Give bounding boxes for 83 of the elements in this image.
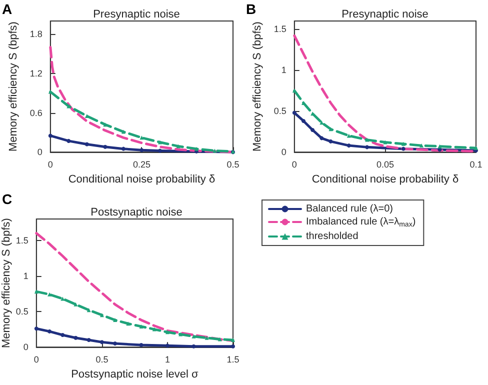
y-axis-title: Memory efficiency S (bpfs) xyxy=(0,218,12,348)
point xyxy=(60,333,65,337)
point xyxy=(310,128,315,132)
point xyxy=(158,140,162,144)
chart-title: Postsynaptic noise xyxy=(90,206,182,218)
x-tick-label: 0.25 xyxy=(132,160,150,170)
point xyxy=(103,144,108,149)
point xyxy=(66,138,71,143)
point xyxy=(346,144,351,148)
y-tick-label: 0 xyxy=(23,342,28,352)
legend-label: thresholded xyxy=(306,231,358,242)
x-tick-label: 1.5 xyxy=(226,354,240,365)
point xyxy=(192,334,196,338)
y-tick-label: 1.2 xyxy=(30,68,42,78)
point xyxy=(438,144,442,148)
x-axis-title: Postsynaptic noise level σ xyxy=(71,368,199,380)
point xyxy=(218,337,222,342)
y-tick-label: 0.5 xyxy=(274,106,286,116)
y-tick-label: 1.8 xyxy=(30,29,42,40)
point xyxy=(231,338,235,342)
x-tick-label: 0.5 xyxy=(96,354,108,365)
line-series xyxy=(35,232,234,342)
y-tick-label: 0 xyxy=(37,147,42,158)
point xyxy=(401,146,406,151)
y-tick-label: 1 xyxy=(281,65,286,76)
point xyxy=(100,313,104,318)
x-tick-label: 0.5 xyxy=(226,160,240,170)
point xyxy=(178,332,183,336)
point xyxy=(84,142,89,146)
point xyxy=(121,130,126,134)
point xyxy=(328,127,333,132)
y-tick-label: 1.5 xyxy=(16,235,28,246)
x-tick-label: 0.1 xyxy=(470,160,482,170)
point xyxy=(420,144,424,148)
point xyxy=(139,342,144,347)
point xyxy=(48,292,52,296)
chart-title: Presynaptic noise xyxy=(93,8,180,20)
point xyxy=(192,344,196,348)
text: A xyxy=(2,1,12,17)
point xyxy=(113,342,118,346)
point xyxy=(100,340,104,344)
point xyxy=(328,139,333,144)
point xyxy=(204,336,209,340)
y-tick-label: 0.5 xyxy=(16,306,28,317)
point xyxy=(320,136,324,140)
point xyxy=(194,146,198,151)
point xyxy=(231,344,235,348)
point xyxy=(48,134,52,138)
point xyxy=(103,122,108,127)
text: C xyxy=(2,191,12,207)
y-tick-label: 0.6 xyxy=(30,108,42,118)
x-axis-title: Conditional noise probability δ xyxy=(312,174,459,186)
point xyxy=(152,327,156,332)
point xyxy=(301,118,306,123)
point xyxy=(139,324,144,328)
y-tick-label: 1.5 xyxy=(274,24,286,34)
x-axis-title: Conditional noise probability δ xyxy=(68,174,216,186)
y-tick-label: 1 xyxy=(23,270,28,281)
point xyxy=(113,318,118,322)
point xyxy=(365,138,370,142)
point xyxy=(383,140,388,144)
point xyxy=(165,330,170,334)
x-tick-label: 1 xyxy=(164,354,170,365)
point xyxy=(34,326,38,331)
point xyxy=(212,148,217,153)
x-tick-label: 0 xyxy=(292,160,297,170)
point xyxy=(121,146,126,151)
point xyxy=(401,142,406,146)
text: B xyxy=(246,1,256,17)
y-axis-title: Memory efficiency S (bpfs) xyxy=(8,22,20,152)
x-tick-label: 0.05 xyxy=(376,160,394,170)
x-tick-label: 0 xyxy=(48,160,53,170)
chart-title: Presynaptic noise xyxy=(342,8,428,20)
point xyxy=(86,308,91,312)
point xyxy=(48,329,52,334)
y-tick-label: 0 xyxy=(281,147,286,158)
y-axis-title: Memory efficiency S (bpfs) xyxy=(252,22,264,152)
legend-label: Balanced rule (λ=0) xyxy=(306,204,393,214)
point xyxy=(86,338,91,342)
line-series xyxy=(34,290,235,342)
point xyxy=(292,110,296,115)
point xyxy=(74,302,78,306)
point xyxy=(74,336,78,340)
